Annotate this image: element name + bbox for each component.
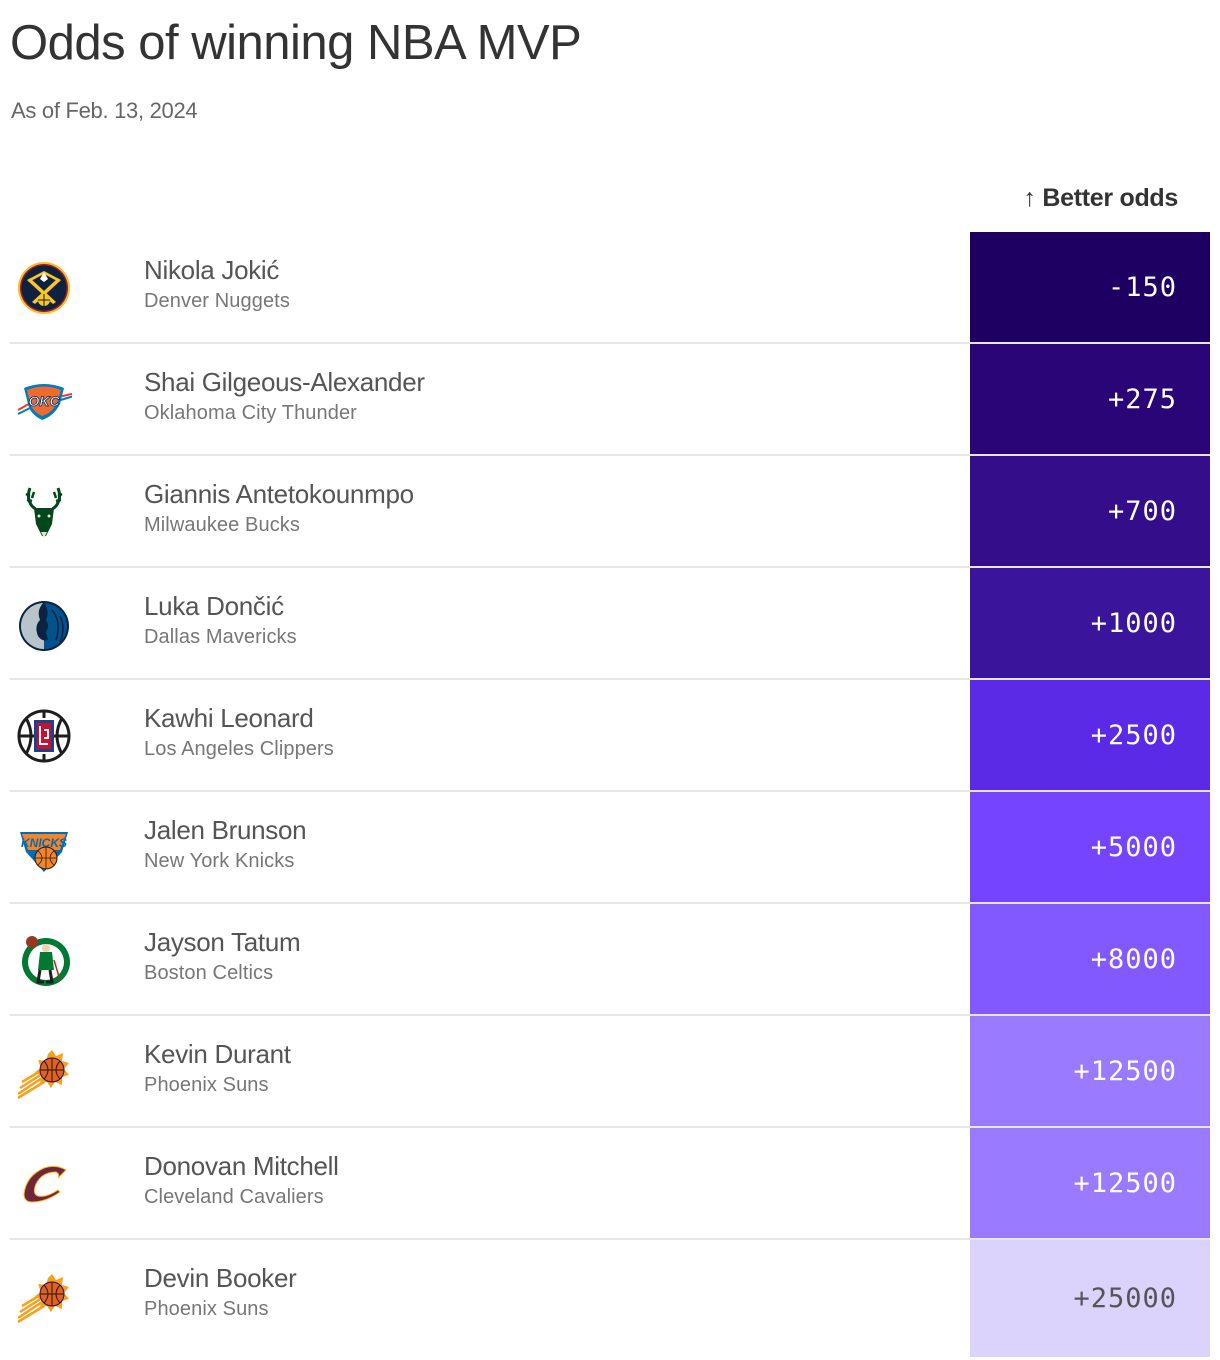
team-name: Phoenix Suns [144,1298,269,1320]
team-name: Los Angeles Clippers [144,738,334,760]
milwaukee-bucks-logo-icon [16,484,72,540]
team-name: Denver Nuggets [144,290,290,312]
table-row: Kawhi Leonard Los Angeles Clippers +2500 [10,680,1210,792]
table-row: Kevin Durant Phoenix Suns +12500 [10,1016,1210,1128]
svg-text:OKC: OKC [28,393,60,409]
cleveland-cavaliers-logo-icon [16,1156,72,1212]
table-row: Jayson Tatum Boston Celtics +8000 [10,904,1210,1016]
player-name: Giannis Antetokounmpo [144,479,414,509]
table-row: Luka Dončić Dallas Mavericks +1000 [10,568,1210,680]
odds-table: Nikola Jokić Denver Nuggets -150 OKC Sha… [10,232,1210,1357]
team-name: Cleveland Cavaliers [144,1186,324,1208]
player-name: Kawhi Leonard [144,703,314,733]
team-name: New York Knicks [144,850,295,872]
team-name: Dallas Mavericks [144,626,297,648]
team-name: Phoenix Suns [144,1074,269,1096]
subtitle-date: As of Feb. 13, 2024 [11,98,198,123]
odds-cell: +275 [970,344,1210,454]
team-name: Boston Celtics [144,962,274,984]
table-row: Devin Booker Phoenix Suns +25000 [10,1240,1210,1357]
denver-nuggets-logo-icon [16,260,72,316]
odds-cell: +1000 [970,568,1210,678]
table-row: OKC Shai Gilgeous-Alexander Oklahoma Cit… [10,344,1210,456]
team-name: Oklahoma City Thunder [144,402,357,424]
table-row: Donovan Mitchell Cleveland Cavaliers +12… [10,1128,1210,1240]
player-name: Jayson Tatum [144,927,301,957]
player-name: Jalen Brunson [144,815,307,845]
player-name: Donovan Mitchell [144,1151,339,1181]
player-name: Kevin Durant [144,1039,291,1069]
team-name: Milwaukee Bucks [144,514,301,536]
phoenix-suns-logo-icon [16,1044,72,1100]
odds-cell: +5000 [970,792,1210,902]
player-name: Nikola Jokić [144,255,280,285]
phoenix-suns-logo-icon [16,1268,72,1324]
odds-cell: +25000 [970,1240,1210,1357]
la-clippers-logo-icon [16,708,72,764]
odds-cell: +8000 [970,904,1210,1014]
odds-cell: +700 [970,456,1210,566]
odds-cell: +12500 [970,1016,1210,1126]
odds-column-header: ↑ Better odds [1023,184,1179,212]
boston-celtics-logo-icon [16,932,72,988]
dallas-mavericks-logo-icon [16,596,72,652]
table-row: Nikola Jokić Denver Nuggets -150 [10,232,1210,344]
okc-thunder-logo-icon: OKC [16,372,72,428]
odds-cell: +2500 [970,680,1210,790]
table-row: KNICKS Jalen Brunson New York Knicks +50… [10,792,1210,904]
odds-cell: -150 [970,232,1210,342]
odds-cell: +12500 [970,1128,1210,1238]
page-title: Odds of winning NBA MVP [10,16,582,70]
player-name: Devin Booker [144,1263,297,1293]
player-name: Shai Gilgeous-Alexander [144,367,425,397]
table-row: Giannis Antetokounmpo Milwaukee Bucks +7… [10,456,1210,568]
new-york-knicks-logo-icon: KNICKS [16,820,72,876]
svg-text:KNICKS: KNICKS [21,836,67,850]
player-name: Luka Dončić [144,591,284,621]
